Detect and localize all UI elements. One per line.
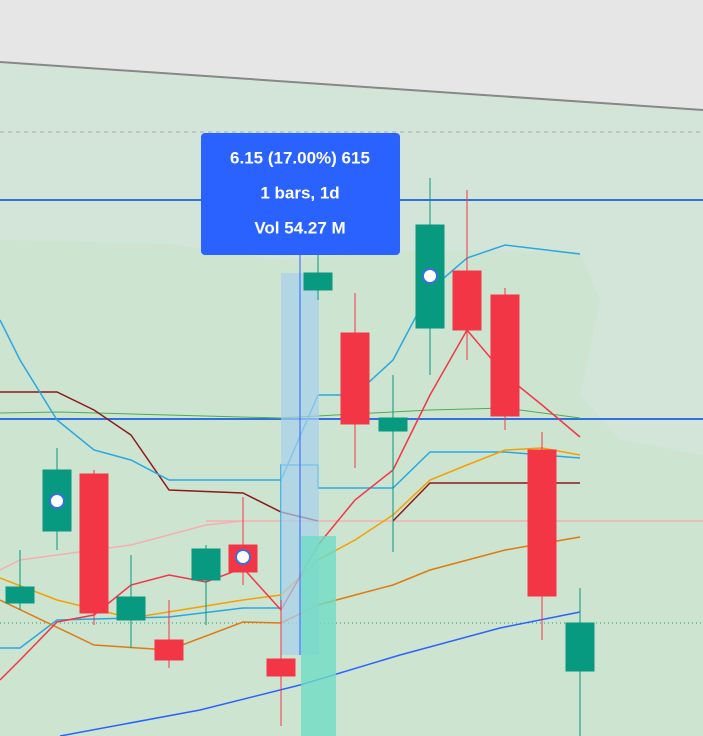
candle bbox=[303, 250, 333, 300]
candle bbox=[378, 375, 408, 552]
top-area bbox=[0, 0, 703, 110]
tooltip-bars: 1 bars, 1d bbox=[260, 183, 339, 202]
candle bbox=[79, 470, 109, 625]
volume-bar bbox=[301, 536, 336, 736]
candle bbox=[116, 555, 146, 648]
measure-tooltip bbox=[201, 133, 400, 255]
candle bbox=[490, 288, 520, 430]
marker bbox=[235, 549, 251, 565]
candle bbox=[266, 600, 296, 726]
marker bbox=[422, 268, 438, 284]
marker bbox=[49, 493, 65, 509]
candle bbox=[5, 550, 35, 610]
blue-line bbox=[59, 611, 581, 736]
candle bbox=[452, 190, 482, 360]
tooltip-volume: Vol 54.27 M bbox=[254, 218, 345, 237]
candles bbox=[5, 178, 595, 736]
trend-line bbox=[0, 61, 703, 111]
maroon-line bbox=[0, 391, 319, 522]
markers bbox=[49, 268, 438, 565]
candle bbox=[527, 432, 557, 640]
candle bbox=[154, 600, 184, 668]
candle bbox=[191, 545, 221, 625]
tooltip-change: 6.15 (17.00%) 615 bbox=[230, 148, 370, 167]
candle bbox=[565, 588, 595, 736]
candle bbox=[340, 293, 370, 468]
